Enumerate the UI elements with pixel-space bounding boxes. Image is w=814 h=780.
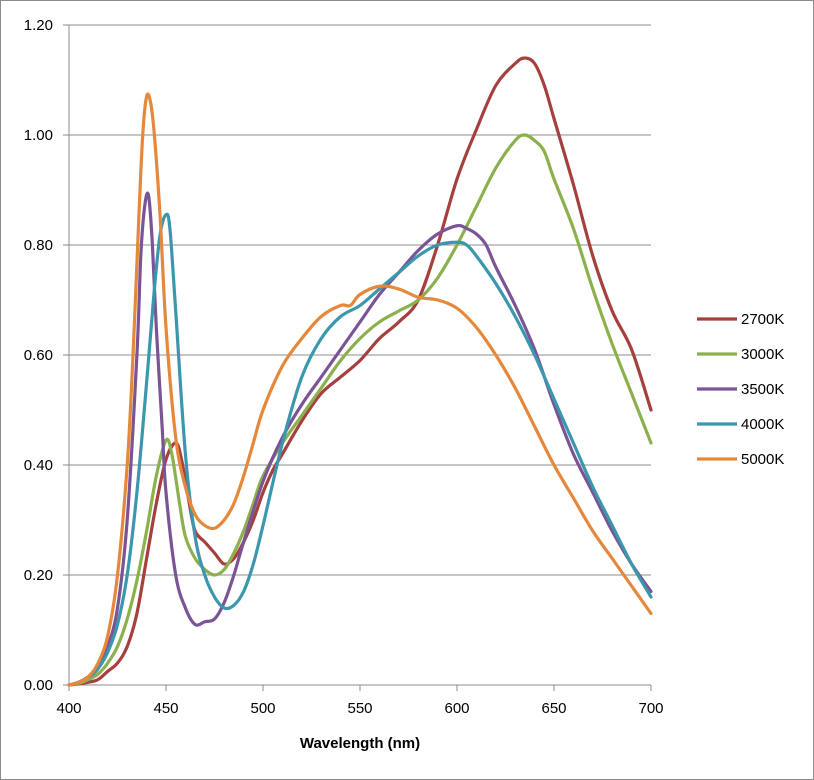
x-tick-label: 450 [153,700,178,717]
x-tick-label: 700 [638,700,663,717]
legend-label: 3500K [741,381,784,398]
legend-label: 5000K [741,451,784,468]
x-tick-labels: 400 450 500 550 600 650 700 [56,700,663,717]
y-tick-label: 1.20 [24,17,53,34]
series-line-2700k [67,56,653,687]
legend-label: 4000K [741,416,784,433]
legend-item-2700k: 2700K [697,311,784,328]
y-tick-label: 1.00 [24,127,53,144]
y-tick-label: 0.00 [24,677,53,694]
legend: 2700K 3000K 3500K 4000K 5000K [697,311,784,468]
y-tick-label: 0.60 [24,347,53,364]
x-tick-label: 600 [444,700,469,717]
legend-label: 2700K [741,311,784,328]
x-tick-label: 650 [541,700,566,717]
series-line-4000k [67,212,653,687]
legend-item-5000k: 5000K [697,451,784,468]
x-axis-title: Wavelength (nm) [300,735,420,752]
x-tick-label: 400 [56,700,81,717]
y-tick-label: 0.80 [24,237,53,254]
legend-item-3500k: 3500K [697,381,784,398]
y-tick-label: 0.20 [24,567,53,584]
x-tick-label: 550 [347,700,372,717]
legend-item-4000k: 4000K [697,416,784,433]
y-tick-labels: 0.00 0.20 0.40 0.60 0.80 1.00 1.20 [24,17,53,694]
y-tick-label: 0.40 [24,457,53,474]
axes [63,24,652,691]
series-line-5000k [67,92,653,687]
x-tick-label: 500 [250,700,275,717]
series-line-3000k [67,133,653,687]
legend-item-3000k: 3000K [697,346,784,363]
series-line-3500k [67,191,653,687]
legend-label: 3000K [741,346,784,363]
series-lines [67,56,653,687]
